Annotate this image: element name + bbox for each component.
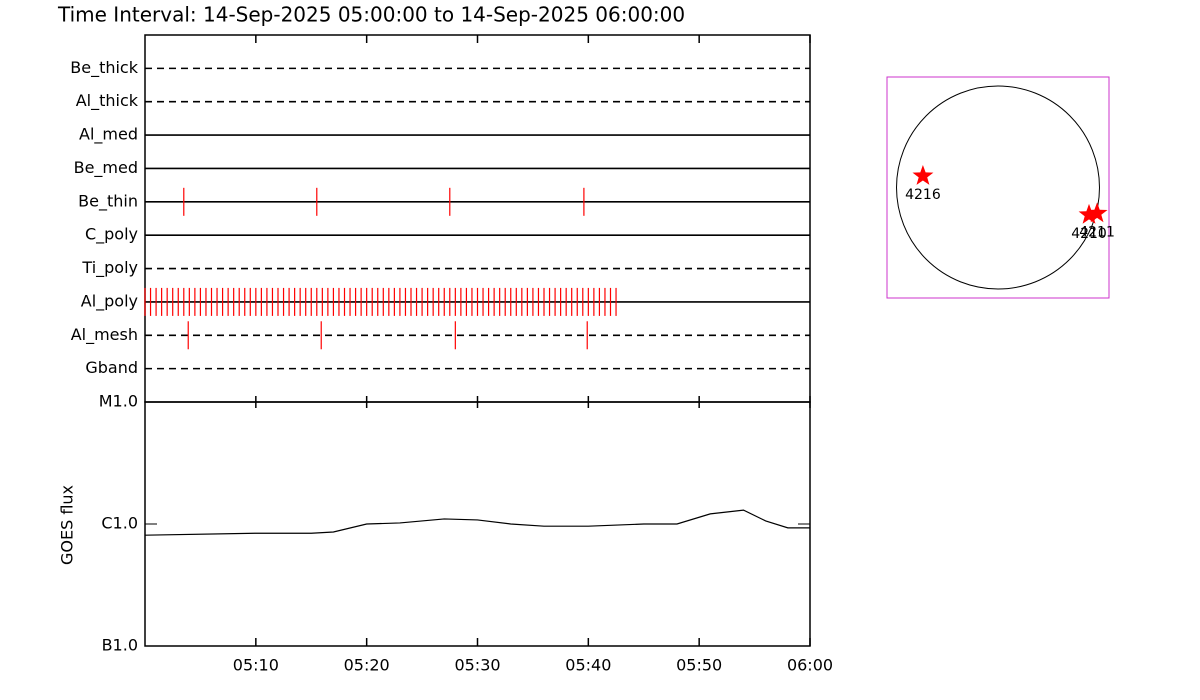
active-region-marker — [1078, 203, 1100, 224]
x-tick-label: 05:30 — [454, 656, 500, 675]
row-label: Al_poly — [81, 291, 138, 311]
row-label: Ti_poly — [81, 258, 138, 278]
active-region-label: 4210 — [1071, 226, 1107, 242]
x-tick-label: 05:20 — [344, 656, 390, 675]
active-region-label: 4216 — [905, 187, 941, 203]
active-region-marker — [912, 165, 934, 185]
row-label: Al_thick — [76, 91, 139, 111]
row-label: Be_med — [74, 158, 138, 178]
row-label: Al_mesh — [71, 325, 138, 345]
x-tick-label: 06:00 — [787, 656, 833, 675]
y-tick-label: C1.0 — [101, 514, 138, 533]
row-label: Be_thick — [70, 58, 138, 78]
active-region-label: 4211 — [1079, 224, 1115, 240]
goes-panel-frame — [144, 401, 811, 647]
row-label: C_poly — [85, 225, 138, 245]
y-tick-label: B1.0 — [102, 636, 138, 655]
row-label: Gband — [85, 358, 138, 377]
filter-panel-frame — [144, 34, 811, 403]
x-tick-label: 05:10 — [233, 656, 279, 675]
y-tick-label: M1.0 — [99, 392, 138, 411]
row-label: Be_thin — [78, 191, 138, 211]
x-tick-label: 05:50 — [676, 656, 722, 675]
x-tick-label: 05:40 — [565, 656, 611, 675]
y-axis-label: GOES flux — [58, 485, 77, 565]
row-label: Al_med — [79, 125, 138, 145]
active-region-marker — [1086, 202, 1108, 223]
chart-title: Time Interval: 14-Sep-2025 05:00:00 to 1… — [57, 3, 685, 27]
goes-flux-line — [144, 509, 810, 536]
solar-disk — [896, 85, 1100, 290]
map-frame — [886, 76, 1110, 299]
